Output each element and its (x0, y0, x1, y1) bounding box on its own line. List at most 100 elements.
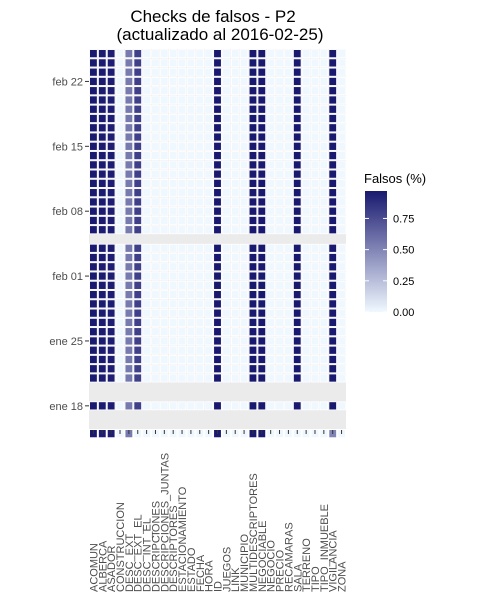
heatmap-tile (160, 345, 169, 355)
heatmap-tile (160, 141, 169, 151)
heatmap-tile (275, 188, 284, 198)
y-tick-label: feb 22 (52, 76, 83, 88)
heatmap-tile (142, 327, 151, 337)
heatmap-tile (168, 299, 178, 309)
heatmap-tile (106, 141, 116, 151)
heatmap-tile (160, 188, 169, 198)
heatmap-tile (310, 86, 320, 96)
heatmap-tile (328, 225, 337, 235)
heatmap-tile (106, 178, 116, 188)
heatmap-tile (89, 355, 98, 364)
heatmap-tile (204, 95, 213, 105)
heatmap-tile (151, 299, 160, 309)
heatmap-tile (115, 290, 125, 300)
heatmap-tile (115, 160, 125, 170)
heatmap-tile (293, 355, 302, 364)
heatmap-tile (230, 95, 240, 105)
heatmap-tile (98, 336, 107, 346)
heatmap-tile (133, 169, 142, 179)
heatmap-tile (106, 327, 116, 337)
heatmap-tile (319, 225, 329, 235)
heatmap-tile (195, 169, 205, 179)
heatmap-tile (230, 373, 240, 383)
heatmap-tile (186, 336, 196, 346)
heatmap-tile (293, 336, 302, 346)
heatmap-tile (213, 123, 222, 133)
heatmap-tile (142, 86, 151, 96)
heatmap-tile (142, 243, 151, 253)
legend-tick-label: 0.25 (393, 276, 414, 288)
heatmap-tile (98, 77, 107, 86)
heatmap-tile (186, 132, 196, 142)
heatmap-tile (310, 327, 320, 337)
heatmap-tile (310, 206, 320, 216)
heatmap-tile (248, 327, 258, 337)
heatmap-tile (319, 280, 329, 290)
heatmap-tile (248, 290, 258, 300)
heatmap-tile (106, 290, 116, 300)
heatmap-tile (284, 327, 293, 337)
heatmap-tile (337, 216, 346, 225)
heatmap-tile (168, 253, 178, 262)
heatmap-tile (142, 141, 151, 151)
heatmap-tile (115, 178, 125, 188)
heatmap-tile (204, 160, 213, 170)
heatmap-tile (204, 151, 213, 161)
heatmap-tile (195, 77, 205, 86)
heatmap-tile (284, 197, 293, 207)
heatmap-tile (248, 104, 258, 114)
heatmap-tile (222, 308, 231, 318)
x-tick-label: FECHA (195, 554, 207, 592)
heatmap-tile (230, 253, 240, 262)
heatmap-tile (230, 58, 240, 68)
heatmap-tile (160, 308, 169, 318)
heatmap-tile (248, 178, 258, 188)
heatmap-tile (168, 151, 178, 161)
heatmap-tile (133, 271, 142, 281)
heatmap-tile (177, 58, 187, 68)
heatmap-tile (89, 336, 98, 346)
heatmap-tile (89, 206, 98, 216)
x-tick-label: JUEGOS (221, 547, 233, 592)
heatmap-tile (142, 262, 151, 272)
heatmap-tile (301, 262, 311, 272)
heatmap-tile (266, 373, 275, 383)
heatmap-tile (124, 58, 134, 68)
heatmap-tile (124, 151, 134, 161)
heatmap-tile (204, 225, 213, 235)
heatmap-tile (186, 123, 196, 133)
heatmap-tile (133, 104, 142, 114)
heatmap-tile (168, 67, 178, 77)
heatmap-tile (239, 77, 249, 86)
heatmap-tile (89, 169, 98, 179)
heatmap-tile (142, 253, 151, 262)
heatmap-tile (310, 67, 320, 77)
heatmap-tile (195, 243, 205, 253)
heatmap-tile (204, 262, 213, 272)
heatmap-tile (301, 271, 311, 281)
heatmap-tile (328, 345, 337, 355)
heatmap-tile (301, 141, 311, 151)
heatmap-tile (142, 151, 151, 161)
heatmap-tile (204, 178, 213, 188)
heatmap-tile (337, 67, 346, 77)
heatmap-tile (284, 355, 293, 364)
heatmap-tile (106, 317, 116, 327)
heatmap-tile (98, 58, 107, 68)
heatmap-tile (204, 401, 213, 411)
heatmap-tile (328, 178, 337, 188)
heatmap-tile (239, 216, 249, 225)
x-axis: ACOMUNALBERCAASADORCONSTRUCCIONDESC_EXTD… (88, 430, 349, 592)
heatmap-tile (257, 345, 267, 355)
heatmap-tile (257, 327, 267, 337)
heatmap-tile (310, 77, 320, 86)
heatmap-tile (248, 188, 258, 198)
heatmap-tile (142, 114, 151, 123)
heatmap-tile (293, 317, 302, 327)
heatmap-tile (106, 58, 116, 68)
heatmap-tile (222, 373, 231, 383)
heatmap-tile (151, 197, 160, 207)
heatmap-tile (106, 401, 116, 411)
heatmap-tile (275, 308, 284, 318)
heatmap-tile (257, 178, 267, 188)
